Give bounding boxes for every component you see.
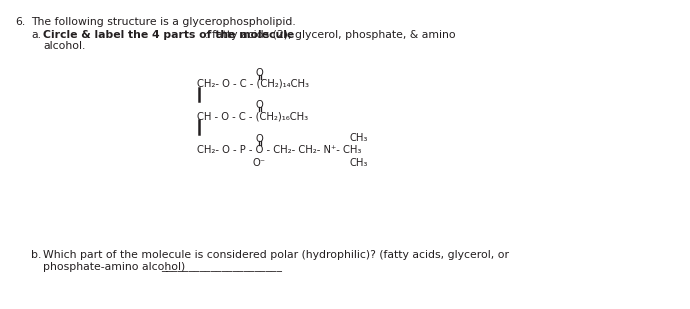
- Text: b.: b.: [31, 250, 41, 260]
- Text: CH₂- O - P - O - CH₂- CH₂- N⁺- CH₃: CH₂- O - P - O - CH₂- CH₂- N⁺- CH₃: [197, 145, 361, 155]
- Text: O: O: [255, 68, 263, 78]
- Text: Circle & label the 4 parts of the molecule: Circle & label the 4 parts of the molecu…: [43, 30, 295, 40]
- Text: : fatty acids (2), glycerol, phosphate, & amino: : fatty acids (2), glycerol, phosphate, …: [204, 30, 455, 40]
- Text: O⁻: O⁻: [253, 158, 266, 168]
- Text: CH₃: CH₃: [350, 133, 368, 143]
- Text: CH₂- O - C - (CH₂)₁₄CH₃: CH₂- O - C - (CH₂)₁₄CH₃: [197, 79, 308, 89]
- Text: a.: a.: [31, 30, 41, 40]
- Text: 6.: 6.: [15, 17, 26, 27]
- Text: CH₃: CH₃: [350, 158, 368, 168]
- Text: ______________________: ______________________: [161, 262, 282, 272]
- Text: CH - O - C - (CH₂)₁₆CH₃: CH - O - C - (CH₂)₁₆CH₃: [197, 111, 308, 121]
- Text: alcohol.: alcohol.: [43, 41, 86, 51]
- Text: The following structure is a glycerophospholipid.: The following structure is a glycerophos…: [31, 17, 296, 27]
- Text: phosphate-amino alcohol): phosphate-amino alcohol): [43, 262, 186, 272]
- Text: O: O: [255, 100, 263, 111]
- Text: Which part of the molecule is considered polar (hydrophilic)? (fatty acids, glyc: Which part of the molecule is considered…: [43, 250, 509, 260]
- Text: O: O: [255, 134, 263, 144]
